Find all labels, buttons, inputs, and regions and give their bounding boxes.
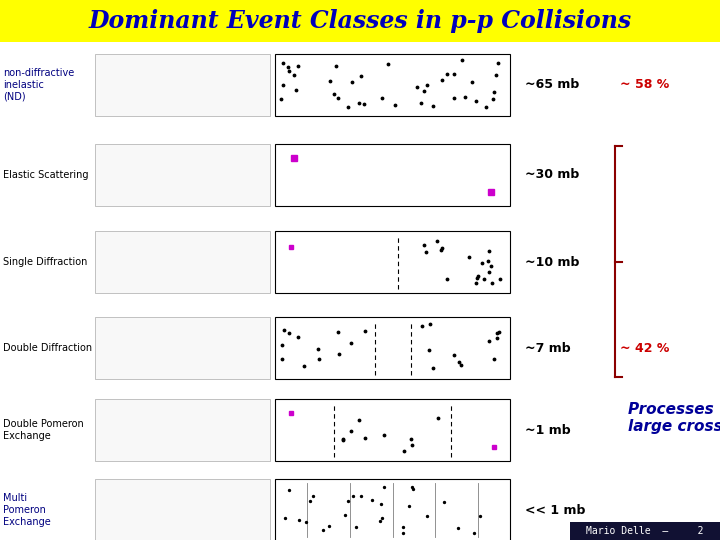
Bar bbox=[95, 54, 270, 116]
Text: Elastic Scattering: Elastic Scattering bbox=[3, 170, 89, 180]
Bar bbox=[0, 0, 720, 42]
Bar bbox=[275, 317, 510, 379]
Text: Mario Delle  –     2: Mario Delle – 2 bbox=[586, 526, 703, 536]
Text: ~7 mb: ~7 mb bbox=[525, 341, 571, 354]
Text: Double Diffraction: Double Diffraction bbox=[3, 343, 92, 353]
Text: ~10 mb: ~10 mb bbox=[525, 255, 580, 268]
Bar bbox=[275, 144, 510, 206]
Text: Processes with
large cross-sections!: Processes with large cross-sections! bbox=[628, 402, 720, 434]
Text: Single Diffraction: Single Diffraction bbox=[3, 257, 87, 267]
Text: Multi
Pomeron
Exchange: Multi Pomeron Exchange bbox=[3, 494, 50, 526]
Bar bbox=[275, 231, 510, 293]
Text: ~ 42 %: ~ 42 % bbox=[620, 341, 670, 354]
Bar bbox=[570, 522, 720, 540]
Bar bbox=[95, 399, 270, 461]
Text: ~1 mb: ~1 mb bbox=[525, 423, 571, 436]
Text: non-diffractive
inelastic
(ND): non-diffractive inelastic (ND) bbox=[3, 69, 74, 102]
Bar bbox=[275, 399, 510, 461]
Text: ~65 mb: ~65 mb bbox=[525, 78, 580, 91]
Text: Double Pomeron
Exchange: Double Pomeron Exchange bbox=[3, 419, 84, 441]
Text: << 1 mb: << 1 mb bbox=[525, 503, 585, 516]
Bar bbox=[95, 144, 270, 206]
Text: Dominant Event Classes in p-p Collisions: Dominant Event Classes in p-p Collisions bbox=[89, 9, 631, 33]
Text: ~ 58 %: ~ 58 % bbox=[620, 78, 670, 91]
Bar bbox=[95, 231, 270, 293]
Text: ~30 mb: ~30 mb bbox=[525, 168, 580, 181]
Bar bbox=[275, 479, 510, 540]
Bar bbox=[95, 317, 270, 379]
Bar bbox=[275, 54, 510, 116]
Bar bbox=[95, 479, 270, 540]
